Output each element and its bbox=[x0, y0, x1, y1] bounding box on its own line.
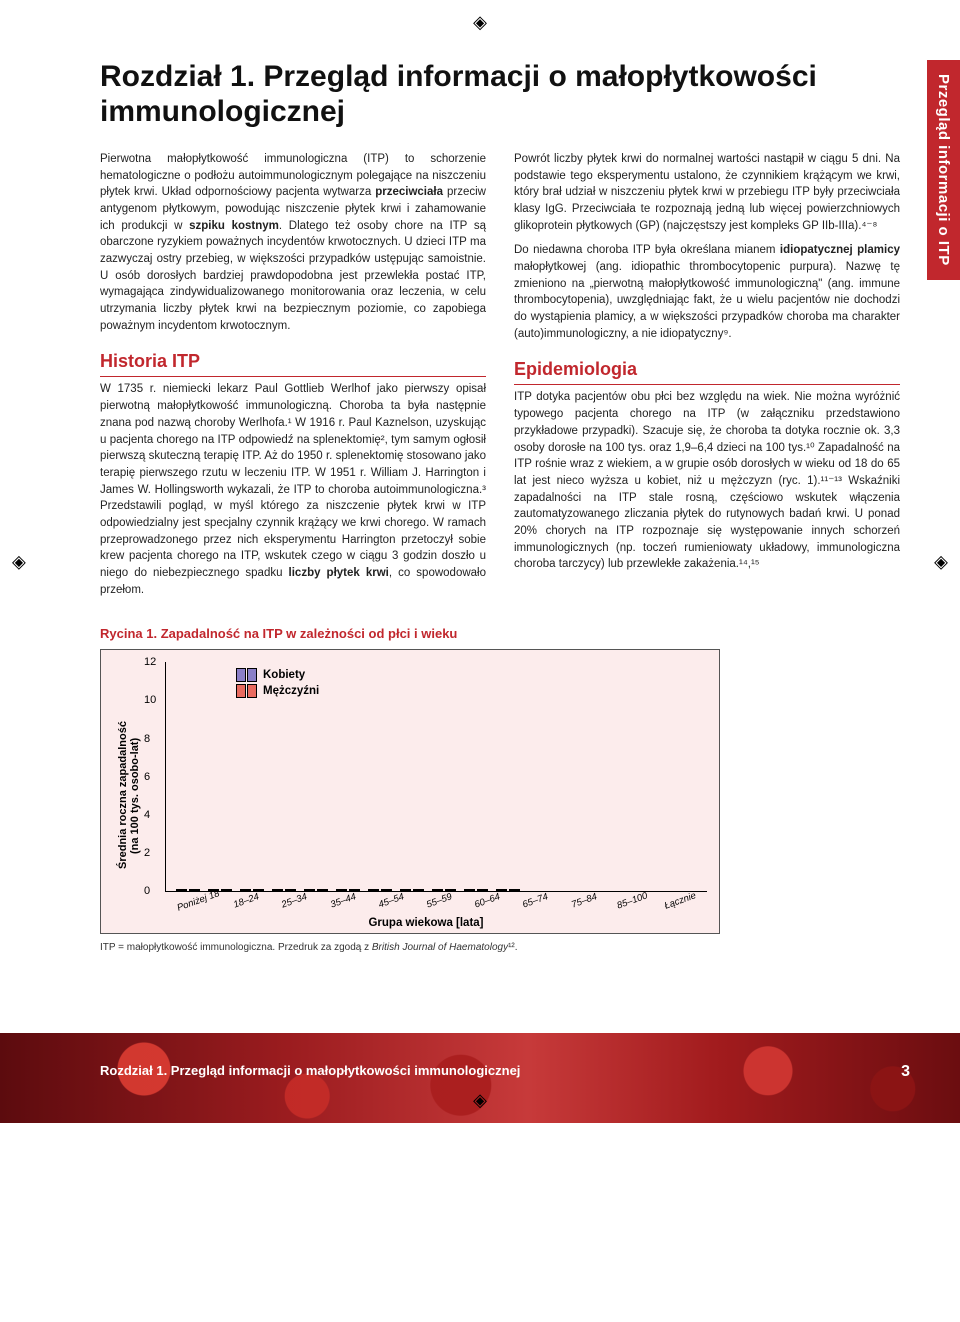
bar-female bbox=[176, 889, 187, 891]
bar-female bbox=[240, 889, 251, 891]
section-history-heading: Historia ITP bbox=[100, 348, 486, 377]
bar-male bbox=[381, 889, 392, 891]
crop-mark-bottom: ◈ bbox=[473, 1090, 487, 1111]
bar-female bbox=[336, 889, 347, 891]
section-epi-heading: Epidemiologia bbox=[514, 356, 900, 385]
title-lead: Rozdział 1. bbox=[100, 60, 255, 93]
bar-group bbox=[368, 889, 392, 891]
y-ticks: 024681012 bbox=[144, 662, 156, 891]
bar-female bbox=[368, 889, 379, 891]
bar-male bbox=[317, 889, 328, 891]
y-axis-label: Średnia roczna zapadalność(na 100 tys. o… bbox=[113, 662, 145, 929]
two-columns: Pierwotna małopłytkowość immunologiczna … bbox=[100, 151, 900, 606]
bar-male bbox=[413, 889, 424, 891]
legend-male: Mężczyźni bbox=[263, 685, 319, 697]
legend-female: Kobiety bbox=[263, 669, 305, 681]
history-paragraph: W 1735 r. niemiecki lekarz Paul Gottlieb… bbox=[100, 381, 486, 598]
bar-male bbox=[509, 889, 520, 891]
right-p2: Do niedawna choroba ITP była określana m… bbox=[514, 242, 900, 342]
right-p1: Powrót liczby płytek krwi do normalnej w… bbox=[514, 151, 900, 234]
footer-text: Rozdział 1. Przegląd informacji o małopł… bbox=[100, 1063, 520, 1078]
page-content: Rozdział 1. Przegląd informacji o małopł… bbox=[0, 0, 960, 993]
bar-group bbox=[176, 889, 200, 891]
chapter-title: Rozdział 1. Przegląd informacji o małopł… bbox=[100, 60, 880, 129]
bar-female bbox=[464, 889, 475, 891]
bar-male bbox=[221, 889, 232, 891]
bar-male bbox=[477, 889, 488, 891]
intro-paragraph: Pierwotna małopłytkowość immunologiczna … bbox=[100, 151, 486, 334]
chart-legend: Kobiety Mężczyźni bbox=[236, 668, 319, 700]
footer-page-number: 3 bbox=[901, 1063, 910, 1081]
chart-box: Średnia roczna zapadalność(na 100 tys. o… bbox=[100, 649, 720, 934]
right-column: Powrót liczby płytek krwi do normalnej w… bbox=[514, 151, 900, 606]
bar-group bbox=[464, 889, 488, 891]
bar-male bbox=[189, 889, 200, 891]
bar-male bbox=[285, 889, 296, 891]
figure-caption: Rycina 1. Zapadalność na ITP w zależnośc… bbox=[100, 626, 900, 641]
bar-chart-plot: Kobiety Mężczyźni 024681012 bbox=[165, 662, 707, 892]
epi-paragraph: ITP dotyka pacjentów obu płci bez względ… bbox=[514, 389, 900, 572]
x-axis-label: Grupa wiekowa [lata] bbox=[145, 917, 707, 929]
bar-female bbox=[272, 889, 283, 891]
chart-footnote: ITP = małopłytkowość immunologiczna. Prz… bbox=[100, 942, 720, 953]
left-column: Pierwotna małopłytkowość immunologiczna … bbox=[100, 151, 486, 606]
bar-group bbox=[272, 889, 296, 891]
bar-female bbox=[432, 889, 443, 891]
x-ticks: Poniżej 1818–2425–3435–4445–5455–5960–64… bbox=[165, 892, 707, 903]
